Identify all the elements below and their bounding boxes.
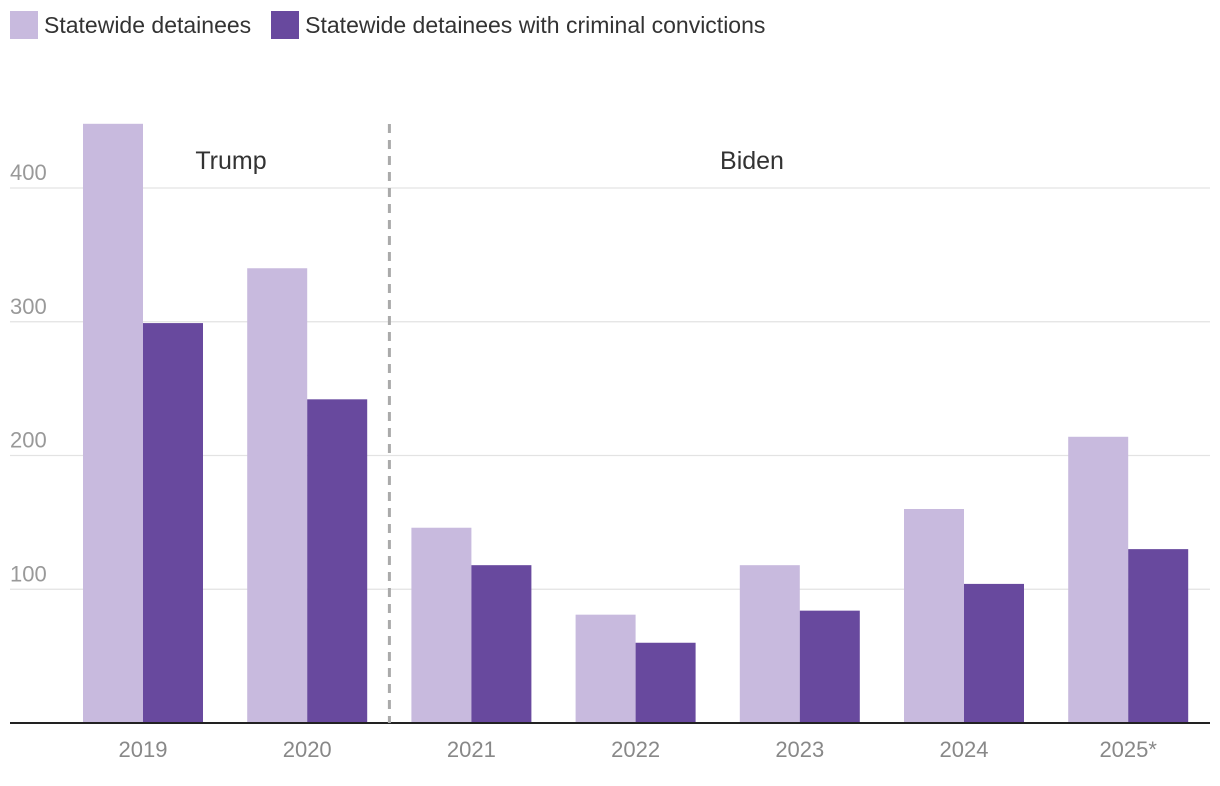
bar xyxy=(904,509,964,723)
x-tick-label: 2020 xyxy=(283,737,332,762)
bar xyxy=(739,565,800,723)
x-tick-label: 2023 xyxy=(775,737,824,762)
legend: Statewide detainees Statewide detainees … xyxy=(10,11,785,39)
bar xyxy=(1128,549,1189,723)
bar xyxy=(143,323,203,723)
bar xyxy=(83,123,143,724)
x-tick-label: 2025* xyxy=(1099,737,1157,762)
y-tick-label: 400 xyxy=(10,160,47,185)
bar xyxy=(307,399,368,723)
x-tick-label: 2022 xyxy=(611,737,660,762)
bar xyxy=(247,268,308,723)
era-label: Biden xyxy=(720,147,784,175)
bar xyxy=(964,583,1024,723)
x-tick-label: 2019 xyxy=(119,737,168,762)
y-tick-label: 100 xyxy=(10,561,47,586)
bar xyxy=(799,610,860,723)
legend-label: Statewide detainees xyxy=(44,11,252,38)
bar xyxy=(1068,436,1129,723)
legend-label: Statewide detainees with criminal convic… xyxy=(305,11,766,38)
legend-item-detainees: Statewide detainees xyxy=(10,11,251,39)
x-tick-label: 2024 xyxy=(940,737,989,762)
y-tick-label: 300 xyxy=(10,294,47,319)
legend-swatch xyxy=(10,11,38,39)
bar xyxy=(411,527,472,723)
y-tick-label: 200 xyxy=(10,428,47,453)
x-tick-label: 2021 xyxy=(447,737,496,762)
bar xyxy=(635,642,696,723)
bar xyxy=(471,565,532,723)
bar xyxy=(575,614,636,723)
legend-item-convictions: Statewide detainees with criminal convic… xyxy=(271,11,765,39)
era-label: Trump xyxy=(195,147,266,175)
legend-swatch xyxy=(271,11,300,39)
